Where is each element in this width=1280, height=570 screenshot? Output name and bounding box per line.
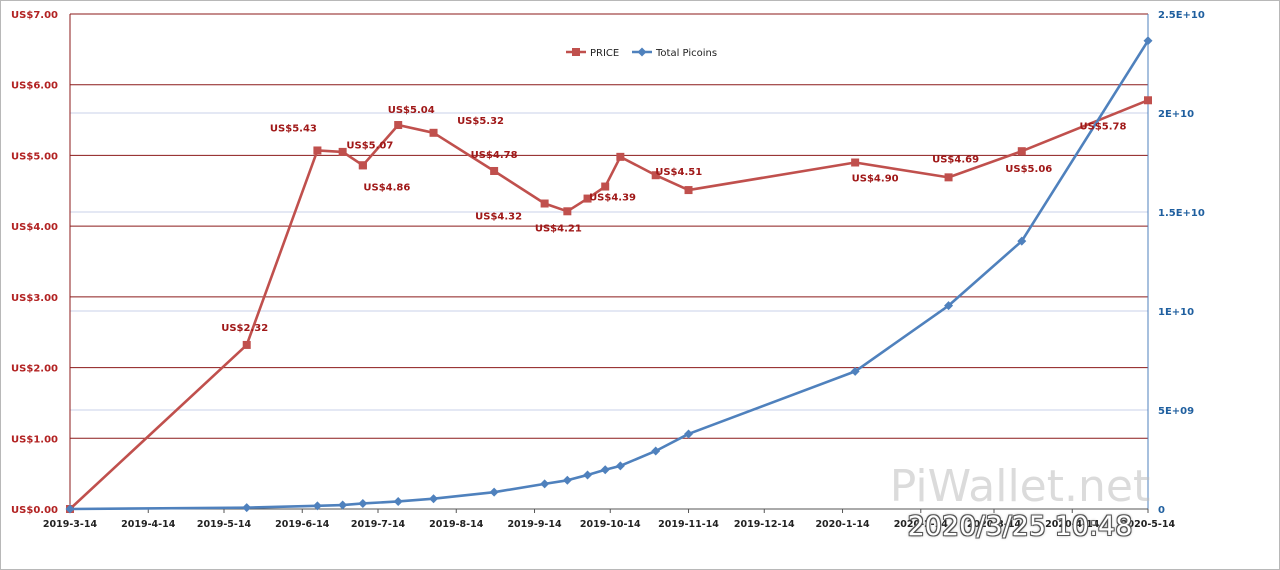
x-tick-label: 2019-5-14 bbox=[197, 519, 252, 530]
picoins-point bbox=[540, 479, 550, 489]
right-tick-label: 5E+09 bbox=[1158, 406, 1194, 417]
picoins-point bbox=[489, 487, 499, 497]
legend: PRICE Total Picoins bbox=[566, 47, 717, 59]
price-point bbox=[394, 121, 403, 130]
picoins-point bbox=[615, 461, 625, 471]
left-tick-label: US$5.00 bbox=[11, 151, 58, 162]
price-data-label: US$4.39 bbox=[589, 193, 636, 204]
right-axis-ticks: 0 5E+09 1E+10 1.5E+10 2E+10 2.5E+10 bbox=[1158, 10, 1205, 516]
x-tick-label: 2019-6-14 bbox=[275, 519, 330, 530]
price-data-label: US$4.21 bbox=[535, 223, 582, 234]
price-line bbox=[69, 99, 1149, 510]
price-data-label: US$4.78 bbox=[471, 150, 518, 161]
x-tick-label: 2020-4-14 bbox=[1045, 519, 1100, 530]
left-tick-label: US$2.00 bbox=[11, 364, 58, 375]
price-data-label: US$4.51 bbox=[655, 167, 702, 178]
gridlines bbox=[70, 13, 1148, 439]
price-point bbox=[429, 128, 438, 137]
left-tick-label: US$3.00 bbox=[11, 293, 58, 304]
watermark-timestamp: 2020/3/25 10:48 bbox=[907, 511, 1133, 542]
right-tick-label: 0 bbox=[1158, 505, 1165, 516]
picoins-point bbox=[1143, 36, 1153, 46]
x-tick-label: 2020-5-14 bbox=[1121, 519, 1176, 530]
price-data-label: US$5.43 bbox=[270, 123, 317, 134]
price-point bbox=[583, 194, 592, 203]
x-tick-label: 2019-7-14 bbox=[351, 519, 406, 530]
left-axis-ticks: US$0.00 US$1.00 US$2.00 US$3.00 US$4.00 US$5.… bbox=[11, 10, 58, 516]
price-data-label: US$5.04 bbox=[388, 105, 435, 116]
x-axis-ticks: 2019-3-14 2019-4-14 2019-5-14 2019-6-14 2019… bbox=[43, 509, 1176, 530]
axes bbox=[69, 14, 1149, 510]
price-point bbox=[651, 171, 660, 180]
x-tick-label: 2019-4-14 bbox=[121, 519, 176, 530]
price-data-label: US$5.78 bbox=[1080, 121, 1127, 132]
price-data-label: US$4.86 bbox=[363, 182, 410, 193]
left-tick-label: US$4.00 bbox=[11, 222, 58, 233]
picoins-point bbox=[429, 494, 439, 504]
left-tick-label: US$1.00 bbox=[11, 434, 58, 445]
x-tick-label: 2019-3-14 bbox=[43, 519, 98, 530]
picoins-point bbox=[393, 496, 403, 506]
price-data-label: US$5.06 bbox=[1005, 164, 1052, 175]
x-tick-label: 2019-11-14 bbox=[658, 519, 719, 530]
picoins-point bbox=[600, 465, 610, 475]
x-tick-label: 2019-10-14 bbox=[580, 519, 641, 530]
legend-swatch-marker bbox=[572, 48, 580, 56]
watermark: PiWallet.net 2020/3/25 10:48 bbox=[880, 462, 1160, 542]
price-point bbox=[563, 207, 572, 216]
legend-label: PRICE bbox=[590, 48, 619, 59]
picoins-point bbox=[358, 498, 368, 508]
price-data-label: US$4.69 bbox=[932, 154, 979, 165]
price-point bbox=[490, 166, 499, 175]
picoins-point bbox=[850, 366, 860, 376]
picoins-point bbox=[684, 429, 694, 439]
legend-swatch-marker bbox=[637, 47, 647, 57]
left-tick-label: US$6.00 bbox=[11, 81, 58, 92]
series bbox=[65, 36, 1153, 514]
picoins-point bbox=[1017, 236, 1027, 246]
price-data-label: US$5.32 bbox=[457, 116, 504, 127]
right-tick-label: 2.5E+10 bbox=[1158, 10, 1205, 21]
price-point bbox=[616, 152, 625, 161]
price-point bbox=[851, 158, 860, 167]
x-tick-label: 2019-9-14 bbox=[507, 519, 562, 530]
x-tick-label: 2019-12-14 bbox=[734, 519, 795, 530]
price-point bbox=[338, 147, 347, 156]
price-point bbox=[601, 182, 610, 191]
price-point bbox=[684, 186, 693, 195]
right-tick-label: 2E+10 bbox=[1158, 109, 1194, 120]
picoins-point bbox=[562, 475, 572, 485]
x-tick-label: 2020-3-14 bbox=[967, 519, 1022, 530]
price-point bbox=[313, 146, 322, 155]
price-data-label: US$5.07 bbox=[346, 140, 393, 151]
picoins-point bbox=[65, 504, 75, 514]
picoins-point bbox=[651, 446, 661, 456]
price-point bbox=[242, 340, 251, 349]
price-data-label: US$2.32 bbox=[221, 323, 268, 334]
price-point bbox=[1144, 96, 1152, 105]
right-tick-label: 1E+10 bbox=[1158, 307, 1194, 318]
picoins-point bbox=[242, 503, 252, 513]
x-tick-label: 2020-1-14 bbox=[815, 519, 870, 530]
x-tick-label: 2019-8-14 bbox=[429, 519, 484, 530]
price-point bbox=[1017, 147, 1026, 156]
picoins-point bbox=[338, 500, 348, 510]
price-point bbox=[540, 199, 549, 208]
data-labels: US$2.32 US$5.43 US$4.86 US$5.07 US$5.04 US$5.… bbox=[221, 105, 1126, 334]
price-point bbox=[358, 161, 367, 170]
legend-label: Total Picoins bbox=[655, 48, 717, 59]
picoins-point bbox=[583, 470, 593, 480]
picoins-point bbox=[944, 301, 954, 311]
right-tick-label: 1.5E+10 bbox=[1158, 208, 1205, 219]
price-point bbox=[944, 173, 953, 182]
left-tick-label: US$0.00 bbox=[11, 505, 58, 516]
price-data-label: US$4.32 bbox=[475, 212, 522, 223]
price-data-label: US$4.90 bbox=[852, 174, 899, 185]
left-tick-label: US$7.00 bbox=[11, 10, 58, 21]
watermark-site: PiWallet.net bbox=[889, 461, 1151, 512]
picoins-point bbox=[312, 501, 322, 511]
x-tick-label: 2020-2-14 bbox=[894, 519, 949, 530]
